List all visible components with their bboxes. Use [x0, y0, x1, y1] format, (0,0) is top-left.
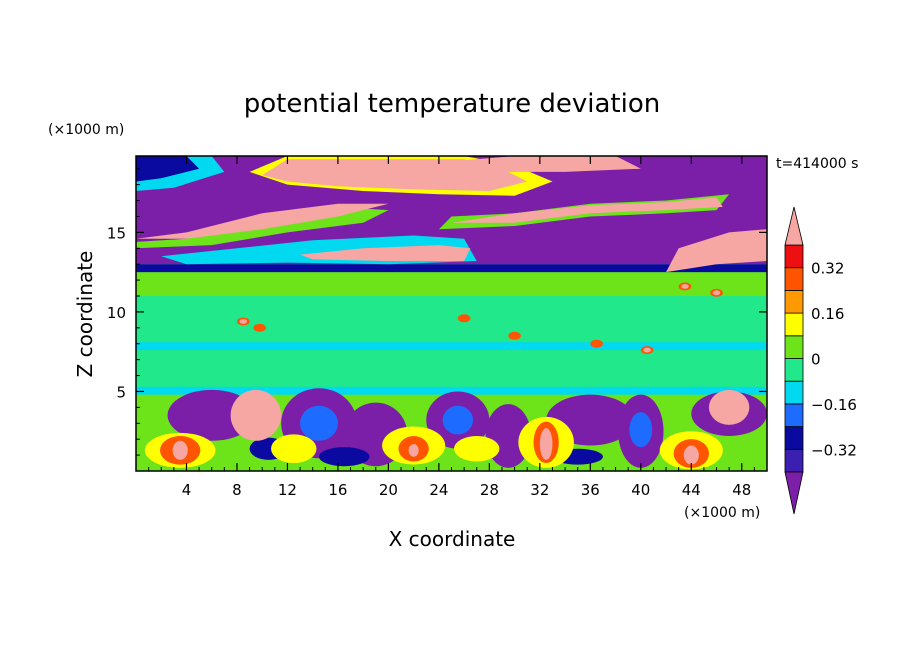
colorbar-label: −0.32 [811, 441, 857, 459]
bl-purple-0 [167, 389, 256, 441]
colorbar-segment [784, 312, 804, 337]
band-navy [136, 264, 767, 273]
bl-navy-1 [318, 447, 370, 467]
band-lightgreen [136, 272, 767, 296]
x-tick-label: 36 [581, 481, 600, 499]
band-mid-2 [136, 335, 767, 343]
colorbar-segment [784, 403, 804, 427]
x-tick-label: 8 [232, 481, 242, 499]
band-cyan-low [136, 386, 767, 395]
colorbar-segment [784, 289, 804, 314]
mid-speckle-3 [590, 339, 603, 348]
bl-pink-0 [172, 440, 188, 460]
bl-pink-1 [539, 428, 553, 460]
colorbar-label: −0.16 [811, 396, 857, 414]
x-axis-label: X coordinate [389, 527, 516, 551]
bl-pink-thermal-left [230, 389, 282, 441]
bl-blue-0 [300, 405, 338, 441]
colorbar-segment [784, 267, 804, 291]
bl-pink-thermal-right [708, 389, 750, 425]
colorbar-segment [784, 358, 804, 382]
band-mid-3 [136, 296, 767, 336]
upper-navy-corner [136, 156, 200, 182]
bl-yellow-1 [271, 434, 317, 464]
colorbar-label: 0.16 [811, 305, 844, 323]
colorbar-segment [784, 335, 804, 359]
mid-speckle-pink-2 [681, 284, 689, 289]
colorbar-segment [784, 448, 804, 473]
upper-pink-right-slab [451, 197, 723, 223]
colorbar-label: 0 [811, 351, 821, 369]
band-cyan-mid [136, 342, 767, 351]
colorbar-over-triangle [784, 206, 804, 246]
upper-pink-lower [300, 245, 471, 261]
mid-speckle-pink-3 [712, 290, 721, 296]
mid-speckle-2 [457, 314, 471, 323]
x-tick-label: 16 [328, 481, 347, 499]
y-tick-label: 15 [107, 224, 126, 242]
bl-yellow-3 [454, 436, 500, 462]
colorbar: 0.32 0.16 0 −0.16 −0.32 [784, 206, 857, 515]
bl-pink-2 [683, 445, 699, 465]
colorbar-segment [784, 426, 804, 450]
colorbar-segment [784, 380, 804, 405]
bl-blue-1 [442, 405, 473, 435]
x-tick-label: 32 [530, 481, 549, 499]
band-mid [136, 350, 767, 387]
mid-speckle-1 [253, 323, 266, 332]
upper-pink-right [666, 229, 767, 273]
chart-title: potential temperature deviation [244, 89, 660, 119]
x-tick-label: 28 [480, 481, 499, 499]
bl-pink-3 [408, 443, 419, 457]
y-unit-label: (×1000 m) [48, 122, 124, 138]
mid-speckle-pink-0 [239, 319, 248, 324]
colorbar-under-triangle [784, 471, 804, 515]
x-tick-label: 24 [429, 481, 448, 499]
time-label: t=414000 s [776, 156, 858, 172]
contour-field [136, 156, 767, 471]
mid-speckle-7 [508, 331, 521, 340]
colorbar-segment [784, 244, 804, 269]
upper-pink-top [262, 159, 528, 191]
y-axis-ticks: 5 10 15 [107, 168, 767, 456]
bl-blue-2 [629, 412, 653, 448]
mid-speckle-pink-1 [643, 347, 651, 353]
x-tick-label: 4 [182, 481, 192, 499]
x-tick-label: 12 [278, 481, 297, 499]
x-tick-label: 40 [631, 481, 650, 499]
y-tick-label: 5 [116, 383, 126, 401]
x-tick-label: 20 [379, 481, 398, 499]
x-unit-label: (×1000 m) [684, 505, 760, 521]
x-tick-label: 48 [732, 481, 751, 499]
x-tick-label: 44 [682, 481, 701, 499]
colorbar-label: 0.32 [811, 260, 844, 278]
x-axis-ticks: 4 8 12 16 20 24 28 32 36 40 44 48 [148, 156, 755, 499]
field-blobs [136, 156, 767, 470]
upper-pink-left [136, 203, 389, 239]
y-tick-label: 10 [107, 304, 126, 322]
y-axis-label: Z coordinate [73, 251, 97, 378]
